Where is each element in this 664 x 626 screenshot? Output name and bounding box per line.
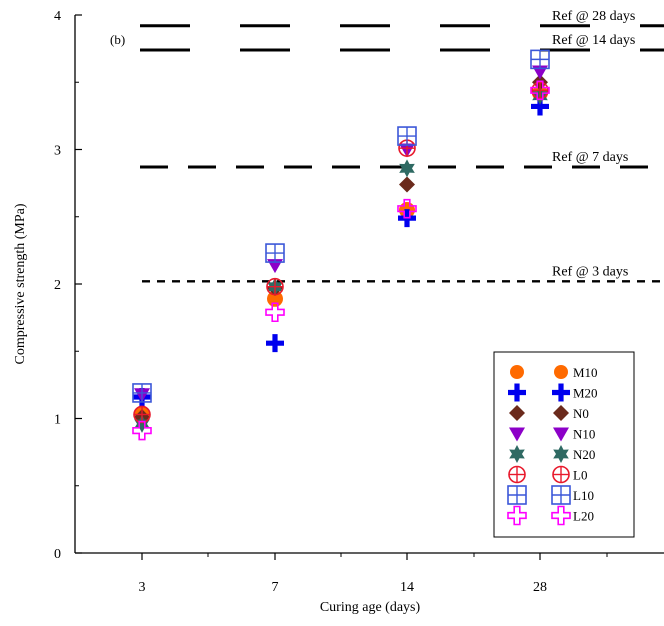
legend-marker-right-l0 (552, 465, 570, 484)
legend-marker-left-l0 (508, 465, 526, 484)
data-point-l20-28 (530, 80, 550, 101)
y-tick-label: 4 (54, 9, 61, 24)
x-ticks: 3 7 14 28 (139, 553, 608, 595)
data-point-l10-7 (265, 243, 285, 263)
data-point-l0-7 (266, 277, 284, 296)
data-point-n20-3 (134, 414, 150, 433)
data-point-l10-28 (530, 49, 550, 70)
legend-marker-left-l10 (507, 485, 527, 505)
data-point-m10-7 (267, 290, 283, 307)
legend-marker-left-n0 (509, 405, 525, 421)
data-point-n20-14 (399, 159, 415, 178)
x-tick-label: 7 (272, 580, 279, 595)
legend-marker-left-m20 (508, 383, 526, 402)
legend-label-m20: M20 (573, 386, 598, 401)
data-point-l10-3 (132, 383, 152, 403)
y-tick-label: 2 (54, 278, 61, 293)
ref-label-ref-28-days: Ref @ 28 days (552, 9, 635, 24)
ref-label-ref-14-days: Ref @ 14 days (552, 33, 635, 48)
ref-label-ref-7-days: Ref @ 7 days (552, 150, 628, 165)
y-ticks: 0 1 2 3 4 (54, 9, 82, 562)
legend-marker-left-n10 (509, 427, 525, 442)
legend-marker-left-l20 (507, 505, 527, 526)
data-point-l20-14 (397, 198, 417, 219)
legend-marker-right-n0 (553, 405, 569, 421)
legend-label-l0: L0 (573, 468, 587, 483)
legend-marker-left-m10 (510, 365, 524, 379)
legend-label-n0: N0 (573, 406, 589, 421)
legend-marker-left-n20 (509, 445, 525, 463)
panel-label: (b) (110, 32, 125, 47)
data-point-l0-3 (133, 405, 151, 424)
legend-marker-right-m20 (552, 383, 570, 402)
data-point-l0-28 (531, 81, 549, 100)
legend-marker-right-n10 (553, 427, 569, 442)
x-axis-label: Curing age (days) (320, 600, 421, 615)
y-tick-label: 0 (54, 547, 61, 562)
legend-label-l20: L20 (573, 509, 594, 524)
x-tick-label: 28 (533, 580, 547, 595)
data-point-n0-14 (399, 176, 415, 193)
legend-marker-right-l10 (551, 485, 571, 505)
x-tick-label: 3 (139, 580, 146, 595)
legend: M10 M20 N0 N10 N20 L0 L10 L20 (493, 351, 635, 538)
legend-label-l10: L10 (573, 488, 594, 503)
data-point-m20-28 (531, 97, 549, 116)
data-point-m20-7 (266, 334, 284, 353)
legend-marker-right-l20 (551, 505, 571, 526)
data-point-l20-3 (132, 420, 152, 441)
legend-label-m10: M10 (573, 365, 598, 380)
y-tick-label: 1 (54, 413, 61, 428)
y-axis-label: Compressive strength (MPa) (13, 203, 28, 364)
legend-label-n10: N10 (573, 427, 595, 442)
legend-marker-right-n20 (553, 445, 569, 463)
y-tick-label: 3 (54, 144, 61, 159)
x-tick-label: 14 (400, 580, 414, 595)
data-point-l20-7 (265, 302, 285, 323)
data-points (132, 49, 550, 441)
data-point-l10-14 (397, 126, 417, 146)
ref-label-ref-3-days: Ref @ 3 days (552, 264, 628, 279)
legend-marker-right-m10 (554, 365, 568, 379)
legend-label-n20: N20 (573, 447, 595, 462)
